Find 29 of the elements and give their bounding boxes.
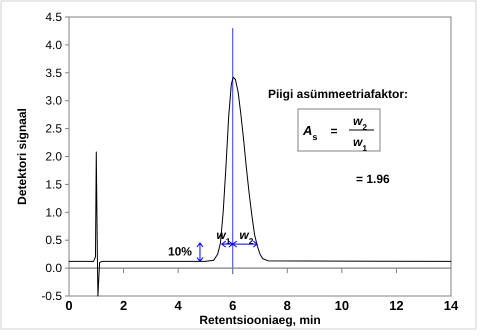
x-tick-label: 8 <box>284 298 291 313</box>
y-tick-label: 2.5 <box>45 122 62 136</box>
annotation: = <box>330 124 338 138</box>
annotation: = 1.96 <box>356 172 390 186</box>
y-tick-label: 0.5 <box>45 233 62 248</box>
y-tick-label: -0.5 <box>41 289 62 303</box>
y-tick-label: 4.0 <box>45 38 62 52</box>
y-tick-label: 1.5 <box>45 177 62 192</box>
x-axis-title: Retentsiooniaeg, min <box>199 313 321 327</box>
x-tick-label: 12 <box>389 298 404 313</box>
y-tick-label: 2.0 <box>45 150 62 164</box>
x-tick-label: 2 <box>120 298 128 313</box>
y-tick-label: 1.0 <box>45 205 62 220</box>
y-tick-label: 4.5 <box>45 10 62 24</box>
y-tick-label: 0.0 <box>45 261 62 276</box>
annotation: Piigi asümmeetriafaktor: <box>268 87 408 101</box>
x-tick-label: 14 <box>444 298 459 313</box>
y-tick-label: 3.5 <box>45 66 62 80</box>
line-series <box>68 76 452 296</box>
x-tick-label: 10 <box>334 298 350 313</box>
y-axis-title: Detektori signaal <box>15 108 29 205</box>
annotation: A$_{s}$ <box>302 123 318 142</box>
annotation: w$_{1}$ <box>352 135 368 153</box>
x-tick-label: 4 <box>174 298 183 313</box>
annotation: 10% <box>168 244 192 258</box>
x-tick-label: 0 <box>65 298 73 313</box>
annotation: w$_{2}$ <box>239 228 254 246</box>
y-tick-label: 3.0 <box>45 94 62 108</box>
x-tick-label: 6 <box>229 298 236 313</box>
